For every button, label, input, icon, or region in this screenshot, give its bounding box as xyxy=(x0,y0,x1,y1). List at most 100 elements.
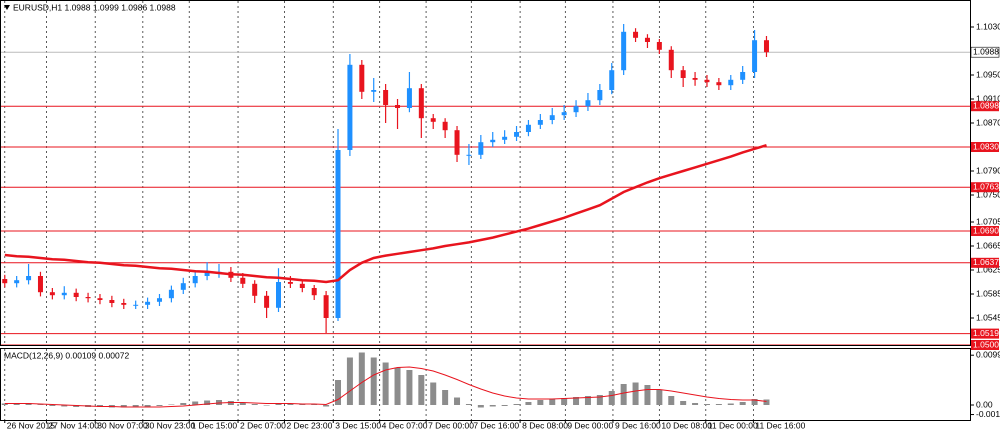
macd-bar xyxy=(406,370,413,405)
candle-body xyxy=(204,271,210,276)
candle-body xyxy=(26,276,32,281)
candle-body xyxy=(692,78,698,80)
candle-body xyxy=(621,31,627,71)
candle-body xyxy=(466,154,472,156)
macd-bar xyxy=(656,390,663,405)
candle-body xyxy=(37,276,43,293)
candle-body xyxy=(549,115,555,120)
candle-body xyxy=(490,139,496,143)
candle-body xyxy=(740,72,746,80)
x-tick-label: 30 Nov 07:00 xyxy=(97,420,148,430)
candle-body xyxy=(264,295,270,308)
candle-body xyxy=(609,70,615,90)
candle-body xyxy=(728,79,734,86)
x-tick-label: 8 Dec 08:00 xyxy=(522,420,568,430)
y-tick-label: 1.1030 xyxy=(976,21,1000,31)
macd-title: MACD(12,26,9) 0.00109 0.00072 xyxy=(4,350,129,360)
macd-bar xyxy=(263,405,270,406)
y-tick-label: 0.00996 xyxy=(976,349,1000,359)
macd-bar xyxy=(13,404,20,405)
level-label: 1.0690 xyxy=(973,225,999,235)
macd-bar xyxy=(703,404,710,405)
macd-bar xyxy=(180,403,187,405)
candle-body xyxy=(502,136,508,140)
candle-body xyxy=(454,130,460,155)
macd-bar xyxy=(120,405,127,408)
macd-bar xyxy=(358,352,365,405)
x-tick-label: 1 Dec 15:00 xyxy=(191,420,237,430)
macd-bar xyxy=(501,405,508,406)
y-tick-label: 0.00 xyxy=(976,399,993,409)
candle-body xyxy=(133,304,139,306)
level-label-box xyxy=(971,142,999,152)
macd-bar xyxy=(727,403,734,405)
level-label: 1.0830 xyxy=(973,141,999,151)
candle-body xyxy=(49,292,55,296)
macd-bar xyxy=(573,397,580,405)
candle-body xyxy=(145,301,151,305)
macd-bar xyxy=(608,391,615,405)
chart-title: EURUSD,H1 1.0988 1.0999 1.0986 1.0988 xyxy=(13,2,176,12)
macd-bar xyxy=(513,404,520,405)
candle-body xyxy=(61,292,67,296)
macd-frame xyxy=(0,348,971,421)
candle-body xyxy=(668,49,674,71)
macd-bar xyxy=(454,397,461,405)
candle-body xyxy=(156,298,162,302)
candle-body xyxy=(561,112,567,116)
macd-bar xyxy=(418,375,425,405)
candle-body xyxy=(109,300,115,303)
level-label-box xyxy=(971,257,999,268)
moving-average xyxy=(4,144,767,284)
candle-body xyxy=(252,283,258,296)
x-tick-label: 2 Dec 07:00 xyxy=(240,420,286,430)
macd-bar xyxy=(692,403,699,405)
macd-bar xyxy=(465,404,472,405)
level-label-box xyxy=(971,340,999,350)
macd-bar xyxy=(525,402,532,405)
macd-bar xyxy=(477,405,484,408)
candle-body xyxy=(752,40,758,72)
macd-bar xyxy=(156,405,163,406)
macd-bar xyxy=(751,399,758,405)
y-tick-label: 1.0910 xyxy=(976,93,1000,103)
y-tick-label: 1.0790 xyxy=(976,165,1000,175)
x-tick-label: 11 Dec 16:00 xyxy=(755,420,805,430)
candle-body xyxy=(430,118,436,122)
x-tick-label: 2 Dec 23:00 xyxy=(286,420,332,430)
macd-bar xyxy=(680,401,687,405)
macd-bar xyxy=(715,404,722,405)
last-price-label: 1.0988 xyxy=(973,46,999,56)
macd-bar xyxy=(620,384,627,405)
macd-bar xyxy=(370,357,377,405)
macd-bar xyxy=(311,404,318,405)
candle-body xyxy=(704,79,710,83)
macd-bar xyxy=(632,382,639,405)
candle-body xyxy=(418,88,424,119)
level-label: 1.0637 xyxy=(973,257,999,267)
macd-bar xyxy=(644,385,651,405)
candle-body xyxy=(311,288,317,296)
macd-bar xyxy=(287,403,294,405)
macd-bar xyxy=(1,403,8,405)
x-tick-label: 26 Nov 2015 xyxy=(7,420,55,430)
x-tick-label: 9 Dec 16:00 xyxy=(615,420,661,430)
candle-body xyxy=(680,70,686,78)
x-tick-label: 7 Dec 16:00 xyxy=(473,420,519,430)
candle-body xyxy=(121,303,127,305)
macd-bar xyxy=(549,399,556,405)
candle-body xyxy=(763,40,769,53)
macd-bar xyxy=(323,405,330,407)
candle-body xyxy=(14,280,20,284)
candle-body xyxy=(168,289,174,299)
y-tick-label: -0.00191 xyxy=(976,409,1000,419)
candle-body xyxy=(192,276,198,284)
candle-body xyxy=(514,132,520,137)
x-tick-label: 3 Dec 15:00 xyxy=(335,420,381,430)
x-tick-label: 11 Dec 00:00 xyxy=(708,420,758,430)
candle-body xyxy=(347,64,353,150)
macd-bar xyxy=(430,382,437,405)
macd-bar xyxy=(132,405,139,408)
